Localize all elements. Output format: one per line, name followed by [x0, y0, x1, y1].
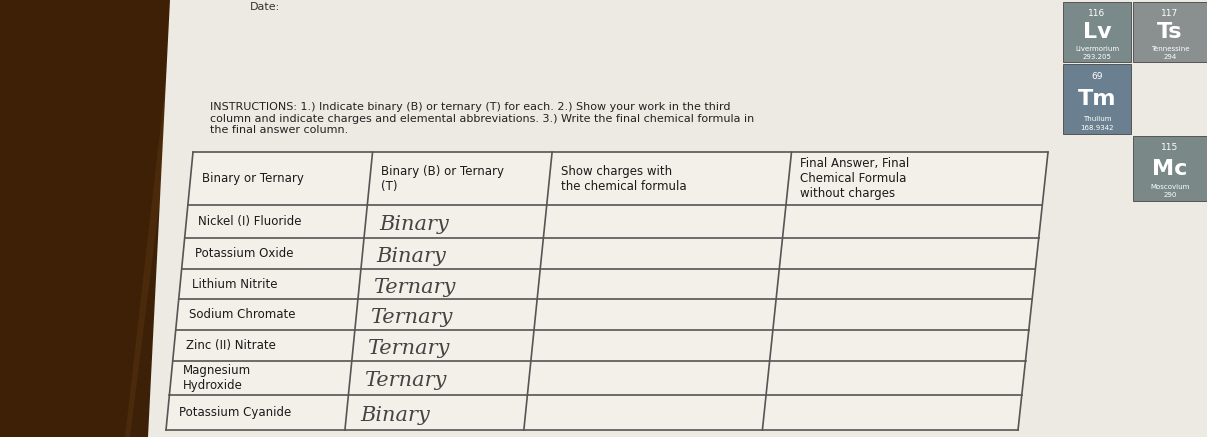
Text: Ternary: Ternary	[373, 277, 455, 297]
Text: Show charges with
the chemical formula: Show charges with the chemical formula	[561, 165, 687, 193]
Text: Ts: Ts	[1158, 22, 1183, 42]
Text: INSTRUCTIONS: 1.) Indicate binary (B) or ternary (T) for each. 2.) Show your wor: INSTRUCTIONS: 1.) Indicate binary (B) or…	[210, 102, 754, 135]
Text: Binary or Ternary: Binary or Ternary	[202, 172, 304, 185]
Bar	[1063, 2, 1131, 62]
Text: 293.205: 293.205	[1083, 54, 1112, 60]
Text: 117: 117	[1161, 9, 1178, 17]
Text: Binary: Binary	[377, 247, 445, 266]
Text: Magnesium
Hydroxide: Magnesium Hydroxide	[182, 364, 251, 392]
Text: 115: 115	[1161, 143, 1178, 153]
Text: Mc: Mc	[1153, 159, 1188, 179]
Polygon shape	[0, 0, 185, 437]
Text: Binary: Binary	[379, 215, 449, 234]
Text: Ternary: Ternary	[369, 308, 453, 327]
Text: Date:: Date:	[250, 2, 280, 12]
Text: Lv: Lv	[1083, 22, 1112, 42]
Text: Ternary: Ternary	[367, 339, 449, 358]
Text: Livermorium: Livermorium	[1075, 46, 1119, 52]
Text: 116: 116	[1089, 9, 1106, 17]
Text: 168.9342: 168.9342	[1080, 125, 1114, 131]
Bar	[1063, 64, 1131, 134]
Text: Binary (B) or Ternary
(T): Binary (B) or Ternary (T)	[381, 165, 505, 193]
Bar	[1133, 2, 1207, 62]
Text: Tm: Tm	[1078, 89, 1116, 109]
Text: Final Answer, Final
Chemical Formula
without charges: Final Answer, Final Chemical Formula wit…	[800, 157, 910, 200]
Text: Sodium Chromate: Sodium Chromate	[188, 308, 296, 321]
Text: Zinc (II) Nitrate: Zinc (II) Nitrate	[186, 339, 275, 352]
Text: Binary: Binary	[360, 406, 430, 425]
Text: Nickel (I) Fluoride: Nickel (I) Fluoride	[198, 215, 302, 228]
Text: 290: 290	[1164, 192, 1177, 198]
Polygon shape	[167, 152, 1048, 430]
Polygon shape	[148, 0, 1207, 437]
Polygon shape	[0, 0, 175, 437]
Text: Moscovium: Moscovium	[1150, 184, 1190, 190]
Text: 69: 69	[1091, 73, 1103, 81]
Bar	[1133, 136, 1207, 201]
Text: Potassium Cyanide: Potassium Cyanide	[179, 406, 291, 419]
Text: Thulium: Thulium	[1083, 116, 1112, 122]
Text: Lithium Nitrite: Lithium Nitrite	[192, 277, 278, 291]
Text: Potassium Oxide: Potassium Oxide	[194, 247, 293, 260]
Text: Tennessine: Tennessine	[1150, 46, 1189, 52]
Text: 294: 294	[1164, 54, 1177, 60]
Text: Ternary: Ternary	[363, 371, 447, 390]
